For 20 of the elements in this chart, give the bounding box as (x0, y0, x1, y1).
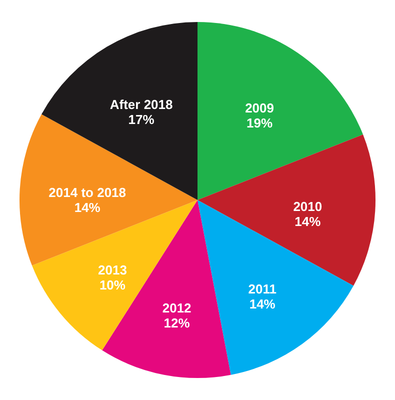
slice-label: 2010 (293, 198, 322, 214)
slice-label: 2013 (98, 262, 127, 278)
pie-slice (198, 134, 376, 286)
slice-label: 2012 (162, 300, 192, 316)
slice-label: 2009 (245, 100, 274, 116)
pie-slice (20, 114, 198, 266)
data-label: 14% (74, 200, 101, 216)
slice-label: After 2018 (110, 97, 173, 112)
slice-label: 2014 to 2018 (48, 185, 126, 200)
data-label: 12% (164, 315, 190, 330)
data-label: 14% (249, 296, 276, 312)
data-label: 10% (99, 277, 126, 292)
data-label: 19% (246, 116, 273, 131)
data-label: 14% (294, 214, 322, 229)
pie-slice (198, 22, 363, 200)
pie-slice (198, 200, 354, 375)
pie-slice (32, 200, 198, 350)
data-label: 17% (128, 112, 155, 128)
slice-label: 2011 (248, 281, 276, 296)
pie-slice (42, 22, 198, 200)
